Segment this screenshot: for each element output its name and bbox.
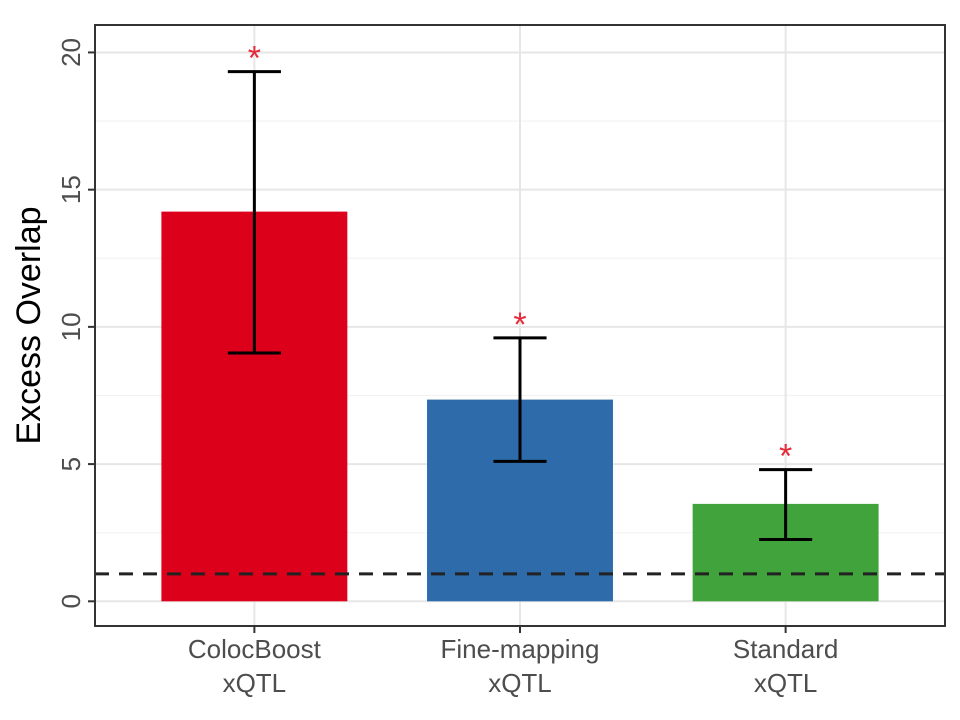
y-tick-label: 5 (56, 457, 86, 471)
x-tick-label: Standard xQTL (733, 634, 839, 698)
error-bar (227, 70, 281, 355)
significance-star: * (248, 40, 261, 78)
x-axis-ticks: ColocBoost xQTL Fine-mapping xQTL Standard xQ… (188, 626, 839, 698)
y-tick-label: 20 (56, 38, 86, 67)
significance-marks: * * * (248, 40, 792, 476)
y-tick-label: 15 (56, 175, 86, 204)
y-axis-ticks: 0 5 10 15 20 (56, 38, 95, 609)
x-tick-label: Fine-mapping xQTL (441, 634, 600, 698)
significance-star: * (779, 438, 792, 476)
significance-star: * (513, 306, 526, 344)
error-bar (493, 336, 547, 463)
y-tick-label: 10 (56, 312, 86, 341)
error-bar (759, 468, 813, 542)
error-bars (227, 70, 813, 542)
y-tick-label: 0 (56, 594, 86, 608)
x-tick-label: ColocBoost xQTL (188, 634, 322, 698)
y-axis-title: Excess Overlap (10, 206, 48, 444)
